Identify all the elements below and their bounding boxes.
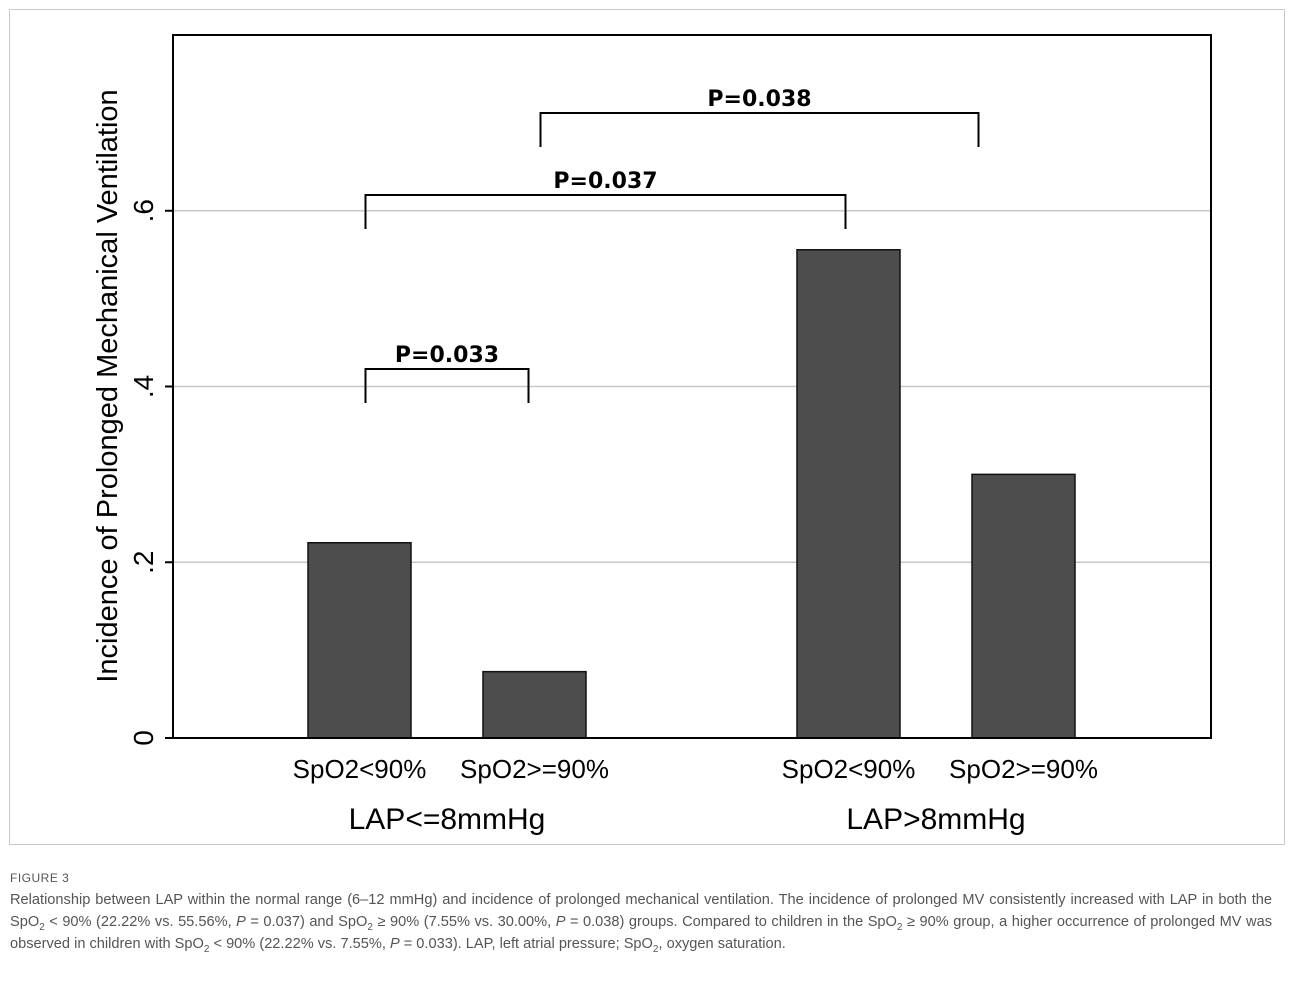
figure-label: FIGURE 3 <box>10 871 70 885</box>
bar-chart: SpO2<90% SpO2>=90% LAP<=8mmHg SpO2<90% SpO2>… <box>92 34 1212 836</box>
caption-part: = 0.033). LAP, left atrial pressure; SpO <box>399 936 653 952</box>
caption-part: ≥ 90% (7.55% vs. 30.00%, <box>372 914 556 930</box>
caption-part: Relationship between LAP within the norm… <box>10 892 1272 930</box>
y-axis-label: Incidence of Prolonged Mechanical Ventil… <box>92 89 124 682</box>
caption-subscript: 2 <box>203 943 210 955</box>
caption-part: , oxygen saturation. <box>658 936 786 952</box>
p-value-label: P=0.033 <box>395 343 499 368</box>
significance-bracket <box>364 194 847 229</box>
caption-subscript: 2 <box>367 921 373 933</box>
y-tick-label: .6 <box>128 199 159 222</box>
caption-italic: P <box>236 914 246 930</box>
x-tick-label: SpO2>=90% <box>460 754 609 784</box>
caption-part: ≥ 90% group, a higher occurrence of prol… <box>10 914 1273 952</box>
caption-subscript: 2 <box>896 921 903 933</box>
figure-frame <box>9 9 1285 845</box>
x-tick-label: SpO2>=90% <box>949 754 1098 784</box>
caption-part: < 90% (22.22% vs. 55.56%, <box>44 914 237 930</box>
y-tick-label: .4 <box>128 375 159 398</box>
x-tick-label: SpO2<90% <box>782 754 916 784</box>
caption-subscript: 2 <box>39 921 45 933</box>
caption-italic: P <box>389 936 400 952</box>
bar <box>971 473 1076 739</box>
caption-subscript: 2 <box>652 943 659 955</box>
group-label: LAP<=8mmHg <box>349 803 546 836</box>
y-tick-label: 0 <box>128 730 159 746</box>
bar <box>482 670 587 739</box>
p-value-label: P=0.037 <box>553 169 657 194</box>
caption-part: = 0.038) groups. Compared to children in… <box>565 914 897 930</box>
significance-bracket <box>364 368 530 403</box>
p-value-label: P=0.038 <box>707 87 811 112</box>
significance-bracket <box>539 112 980 147</box>
bar <box>307 541 412 739</box>
x-tick-label: SpO2<90% <box>293 754 427 784</box>
caption-part: < 90% (22.22% vs. 7.55%, <box>209 936 390 952</box>
bar <box>796 249 901 739</box>
caption-part: = 0.037) and SpO <box>245 914 368 930</box>
figure-caption: Relationship between LAP within the norm… <box>10 889 1272 955</box>
group-label: LAP>8mmHg <box>846 803 1025 836</box>
caption-italic: P <box>555 914 566 930</box>
y-tick-label: .2 <box>128 551 159 574</box>
